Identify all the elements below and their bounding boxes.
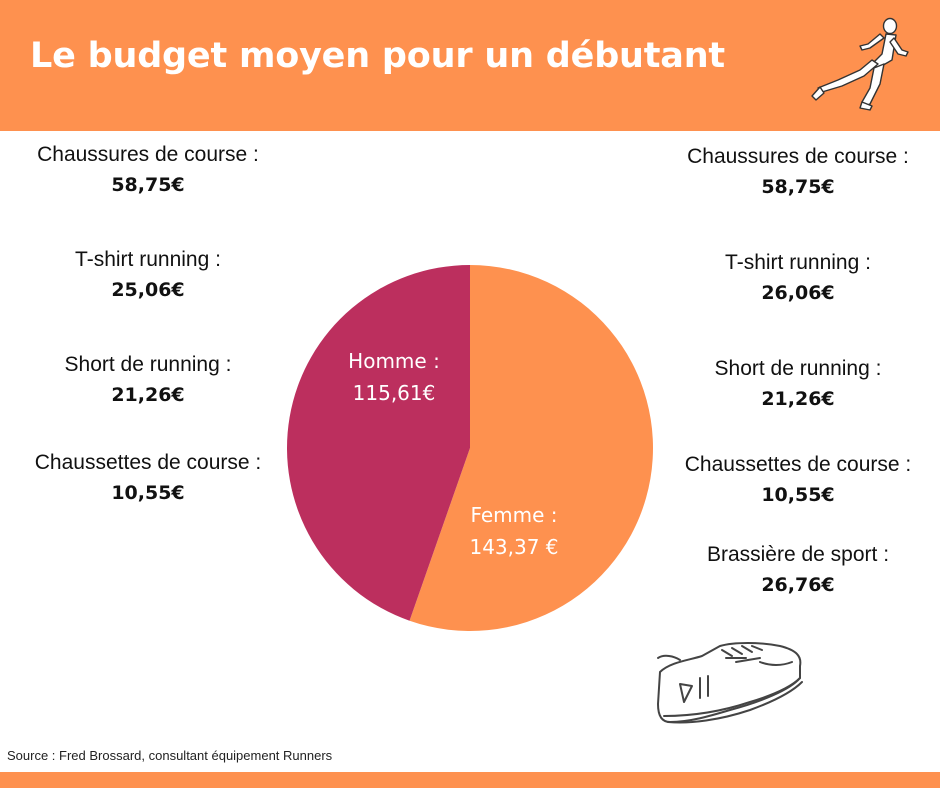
runner-icon xyxy=(811,17,909,111)
item-value: 10,55€ xyxy=(111,482,185,504)
page-title: Le budget moyen pour un débutant xyxy=(30,36,725,76)
item-label: Brassière de sport : xyxy=(706,543,890,566)
sneaker-icon xyxy=(657,642,803,724)
source-note: Source : Fred Brossard, consultant équip… xyxy=(7,748,333,763)
item-label: Chaussures de course : xyxy=(37,143,259,166)
item-label: T-shirt running : xyxy=(75,248,221,271)
item-label: Chaussettes de course : xyxy=(684,453,912,476)
femme-item: Short de running : 21,26€ xyxy=(638,354,940,414)
homme-item: Chaussures de course : 58,75€ xyxy=(0,140,308,200)
femme-item: Chaussures de course : 58,75€ xyxy=(638,142,940,202)
item-value: 21,26€ xyxy=(761,388,835,410)
item-label: Chaussures de course : xyxy=(687,145,909,168)
slice-value-label: 115,61€ xyxy=(353,381,436,405)
footer-bar xyxy=(0,772,940,788)
slice-name-label: Homme : xyxy=(348,349,440,373)
item-label: Short de running : xyxy=(714,357,882,380)
homme-item: Chaussettes de course : 10,55€ xyxy=(0,448,308,508)
item-label: T-shirt running : xyxy=(725,251,871,274)
item-value: 26,76€ xyxy=(761,574,835,596)
item-label: Chaussettes de course : xyxy=(34,451,262,474)
pie-slice-femme xyxy=(409,265,653,631)
slice-name-label: Femme : xyxy=(470,503,557,527)
item-value: 26,06€ xyxy=(761,282,835,304)
item-value: 21,26€ xyxy=(111,384,185,406)
item-value: 25,06€ xyxy=(111,279,185,301)
slice-value-label: 143,37 € xyxy=(469,535,558,559)
femme-item: Brassière de sport : 26,76€ xyxy=(638,540,940,600)
item-value: 10,55€ xyxy=(761,484,835,506)
pie-slice-homme xyxy=(286,265,470,621)
budget-pie-chart: Homme : 115,61€ Femme : 143,37 € xyxy=(286,265,653,631)
homme-item: T-shirt running : 25,06€ xyxy=(0,245,308,305)
header-banner: Le budget moyen pour un débutant xyxy=(0,0,940,131)
item-value: 58,75€ xyxy=(111,174,185,196)
item-label: Short de running : xyxy=(64,353,232,376)
homme-item: Short de running : 21,26€ xyxy=(0,350,308,410)
femme-item: Chaussettes de course : 10,55€ xyxy=(638,450,940,510)
item-value: 58,75€ xyxy=(761,176,835,198)
femme-item: T-shirt running : 26,06€ xyxy=(638,248,940,308)
